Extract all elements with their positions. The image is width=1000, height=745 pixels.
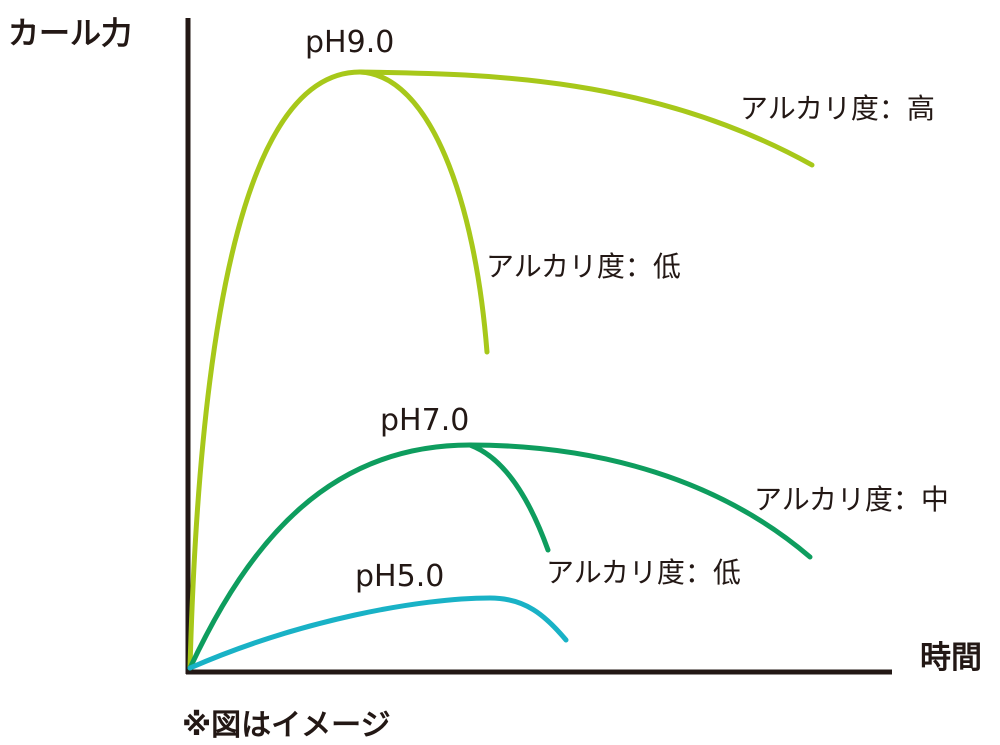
annotation-ph70-low-alkalinity: アルカリ度：低 xyxy=(546,556,741,589)
series-label-ph90: pH9.0 xyxy=(305,25,394,60)
curve-ph70-low-alkalinity-branch xyxy=(467,442,551,553)
x-axis-title: 時間 xyxy=(920,640,982,676)
illustration-note: ※図はイメージ xyxy=(182,708,391,743)
annotation-ph90-low-alkalinity: アルカリ度：低 xyxy=(486,250,681,283)
curve-ph90-rise-to-high-alkalinity xyxy=(187,69,815,671)
annotation-ph70-mid-alkalinity: アルカリ度：中 xyxy=(754,483,949,516)
annotation-ph90-high-alkalinity: アルカリ度：高 xyxy=(740,92,935,125)
series-label-ph70: pH7.0 xyxy=(380,403,469,438)
series-label-ph50: pH5.0 xyxy=(355,559,444,594)
curve-ph50 xyxy=(187,595,569,671)
y-axis-title: カール力 xyxy=(8,16,132,52)
curve-ph90-low-alkalinity-branch xyxy=(357,69,490,355)
